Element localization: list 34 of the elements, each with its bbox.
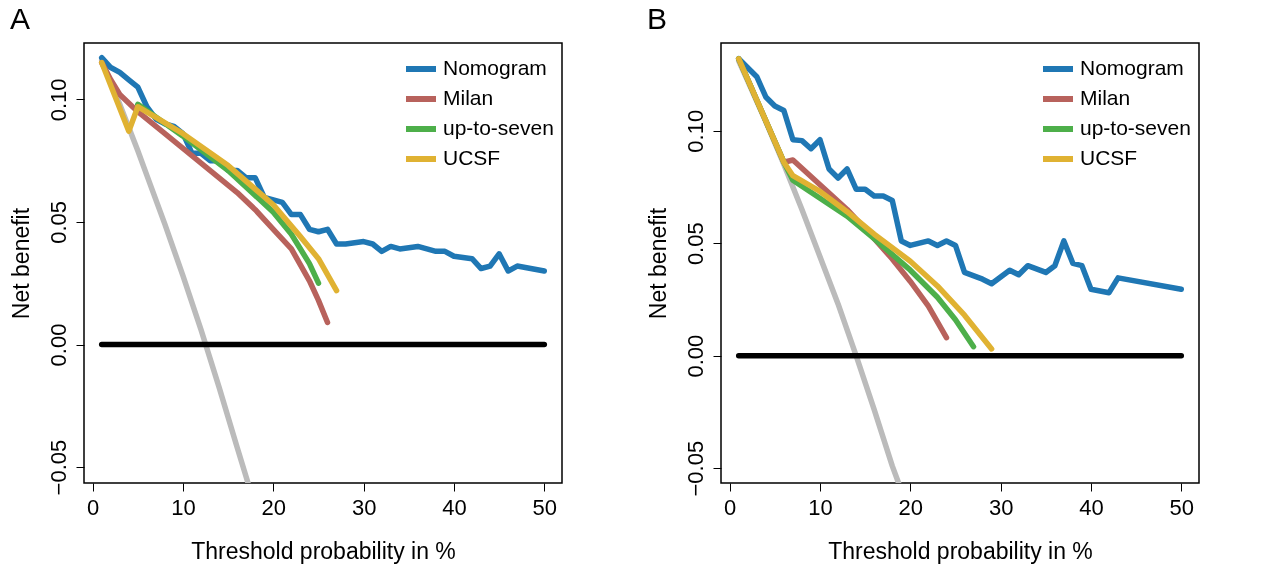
legend-label: Milan <box>1080 86 1131 109</box>
legend-label: Milan <box>443 86 494 109</box>
legend-label: up-to-seven <box>1080 116 1191 139</box>
x-tick-label: 30 <box>988 494 1014 520</box>
x-tick-label: 10 <box>808 494 833 520</box>
chart-title: B <box>647 2 668 35</box>
y-tick-label: 0.00 <box>45 323 71 367</box>
y-tick-label: −0.05 <box>45 439 71 496</box>
legend-label: Nomogram <box>1080 56 1184 79</box>
legend-label: up-to-seven <box>443 116 554 139</box>
x-axis-title: Threshold probability in % <box>191 537 456 564</box>
y-tick-label: 0.05 <box>45 201 71 244</box>
x-tick-label: 20 <box>898 494 924 520</box>
x-tick-label: 0 <box>724 494 737 520</box>
y-tick-label: 0.05 <box>682 222 708 266</box>
y-axis-title: Net benefit <box>644 207 671 320</box>
x-tick-label: 10 <box>171 494 196 520</box>
y-tick-label: 0.10 <box>45 78 71 122</box>
legend-label: UCSF <box>1080 146 1138 169</box>
y-tick-label: −0.05 <box>682 440 708 497</box>
x-axis-title: Threshold probability in % <box>828 537 1093 564</box>
x-tick-label: 40 <box>442 494 467 520</box>
x-tick-label: 50 <box>1169 494 1195 520</box>
chart-title: A <box>10 2 31 35</box>
y-tick-label: 0.10 <box>682 109 708 153</box>
y-axis-title: Net benefit <box>7 207 34 320</box>
legend-label: UCSF <box>443 146 501 169</box>
y-tick-label: 0.00 <box>682 334 708 378</box>
x-tick-label: 40 <box>1079 494 1104 520</box>
x-tick-label: 20 <box>261 494 287 520</box>
x-tick-label: 30 <box>351 494 377 520</box>
x-tick-label: 50 <box>532 494 558 520</box>
x-tick-label: 0 <box>87 494 100 520</box>
legend-label: Nomogram <box>443 56 547 79</box>
